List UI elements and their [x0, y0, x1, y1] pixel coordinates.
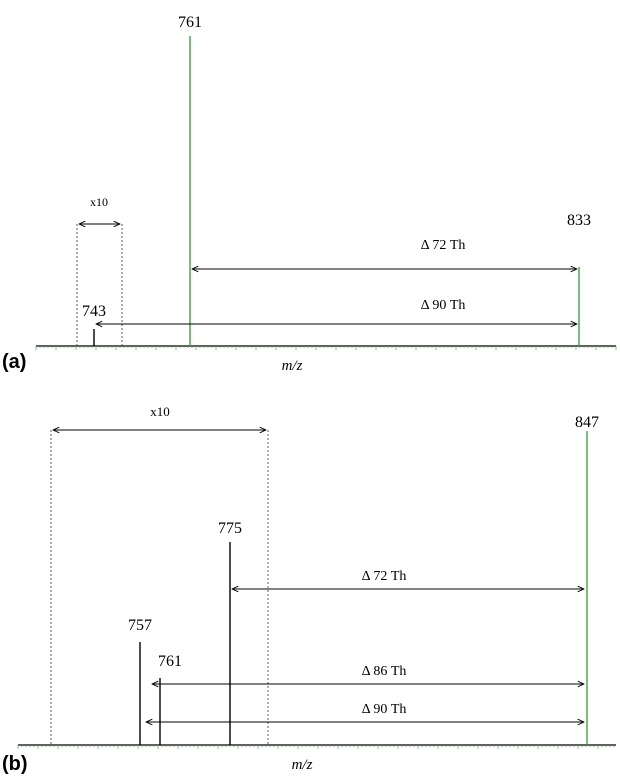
panel-b-peak-label-847: 847 [575, 414, 599, 431]
panel-b-zoom-label: x10 [150, 404, 170, 419]
panel-b-delta-86-label: Δ 86 Th [362, 664, 407, 679]
panel-a-peak-label-761: 761 [178, 14, 202, 31]
panel-b-peak-label-761: 761 [158, 653, 182, 670]
panel-a-zoom-box: x10 [76, 195, 123, 346]
panel-a-delta-72-label: Δ 72 Th [421, 238, 466, 253]
panel-a-label: (a) [2, 351, 26, 373]
panel-b-peak-label-757: 757 [128, 617, 152, 634]
panel-a-zoom-label: x10 [90, 195, 108, 209]
panel-a: x10 743 761 833 Δ 72 Th Δ 90 Th (a) m/z [2, 14, 617, 374]
panel-a-peak-label-743: 743 [82, 303, 106, 320]
panel-b-delta-72-label: Δ 72 Th [362, 569, 407, 584]
panel-a-axis-ticks [35, 346, 617, 350]
panel-a-delta-90-label: Δ 90 Th [421, 298, 466, 313]
panel-b: x10 757 761 775 847 Δ 72 Th Δ 86 Th Δ 90… [2, 404, 616, 775]
panel-b-delta-90-label: Δ 90 Th [362, 702, 407, 717]
panel-b-axis-ticks [17, 745, 615, 749]
panel-b-peak-label-775: 775 [218, 520, 242, 537]
panel-a-x-label: m/z [282, 358, 303, 374]
panel-b-x-label: m/z [292, 757, 313, 773]
panel-b-label: (b) [2, 753, 28, 775]
panel-a-peak-label-833: 833 [567, 212, 591, 229]
